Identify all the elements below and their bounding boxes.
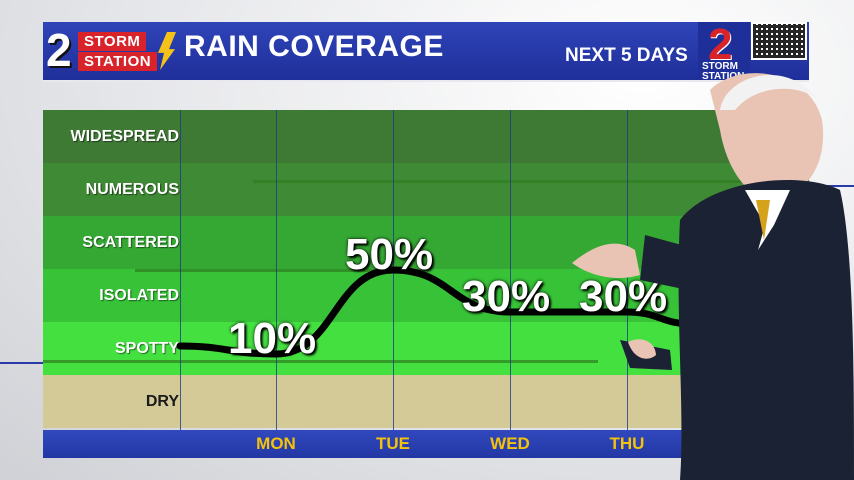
data-label: 30% bbox=[462, 272, 551, 321]
y-category-label: ISOLATED bbox=[99, 287, 179, 304]
page-subtitle: NEXT 5 DAYS bbox=[565, 45, 688, 66]
qr-code-icon bbox=[751, 22, 807, 60]
data-label: 10% bbox=[228, 314, 317, 363]
coverage-line bbox=[176, 266, 697, 358]
day-column-divider bbox=[276, 110, 277, 430]
corner-logo-number: 2 bbox=[708, 20, 733, 69]
y-category-label: DRY bbox=[145, 393, 179, 410]
band-widespread: WIDESPREAD bbox=[43, 110, 809, 163]
data-label: 50% bbox=[345, 230, 434, 279]
presenter-silhouette bbox=[572, 73, 854, 480]
x-tick-label: WED bbox=[490, 434, 530, 453]
x-tick-label: TUE bbox=[376, 434, 410, 453]
logo-number: 2 bbox=[46, 24, 72, 76]
page-title: RAIN COVERAGE bbox=[184, 30, 444, 63]
x-tick-label: THU bbox=[609, 434, 645, 453]
studio-stripe bbox=[809, 185, 854, 187]
logo-station-text: STATION bbox=[78, 52, 158, 71]
logo-storm-text: STORM bbox=[78, 32, 147, 51]
lightning-bolt-icon bbox=[158, 32, 176, 70]
x-tick-label: MON bbox=[256, 434, 296, 453]
x-axis-bar: MON TUE WED THU bbox=[43, 430, 809, 458]
spotty-guide-line bbox=[43, 360, 598, 363]
coverage-curve bbox=[176, 266, 697, 358]
numerous-guide-line bbox=[253, 180, 753, 183]
day-column-divider bbox=[180, 110, 181, 430]
day-column-divider bbox=[510, 110, 511, 430]
band-numerous: NUMEROUS bbox=[43, 163, 809, 216]
y-category-label: WIDESPREAD bbox=[70, 128, 179, 145]
y-category-label: NUMEROUS bbox=[85, 181, 179, 198]
scattered-guide-line bbox=[135, 269, 425, 272]
studio-stripe bbox=[0, 362, 43, 364]
corner-logo-text: STORM STATION bbox=[702, 61, 745, 82]
corner-logo-box bbox=[698, 22, 750, 80]
y-category-label: SCATTERED bbox=[82, 234, 179, 251]
storm-station-logo: 2 STORM STATION bbox=[46, 26, 178, 74]
y-category-label: SPOTTY bbox=[114, 340, 179, 357]
